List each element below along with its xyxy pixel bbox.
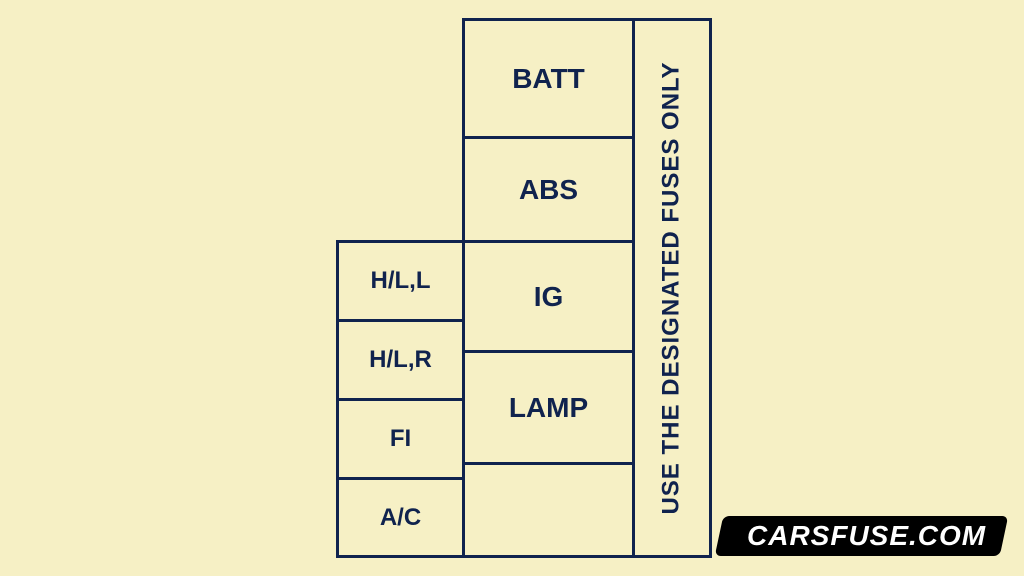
right-column: USE THE DESIGNATED FUSES ONLY bbox=[632, 18, 712, 558]
left-column: H/L,L H/L,R FI A/C bbox=[336, 240, 462, 558]
fuse-cell-empty bbox=[465, 465, 632, 558]
fuse-cell-ac: A/C bbox=[339, 477, 462, 556]
watermark: CARSFUSE.COM bbox=[715, 516, 1009, 556]
fuse-cell-ig: IG bbox=[465, 243, 632, 353]
fuse-cell-fi: FI bbox=[339, 398, 462, 477]
watermark-text: CARSFUSE.COM bbox=[747, 520, 986, 552]
fuse-cell-batt: BATT bbox=[465, 21, 632, 139]
fuse-cell-abs: ABS bbox=[465, 139, 632, 243]
fuse-cell-hl-l: H/L,L bbox=[339, 240, 462, 319]
warning-text: USE THE DESIGNATED FUSES ONLY bbox=[658, 61, 686, 514]
fuse-cell-hl-r: H/L,R bbox=[339, 319, 462, 398]
fuse-box-diagram: H/L,L H/L,R FI A/C BATT ABS IG LAMP USE … bbox=[336, 18, 712, 558]
mid-column: BATT ABS IG LAMP bbox=[462, 18, 632, 558]
fuse-cell-lamp: LAMP bbox=[465, 353, 632, 465]
